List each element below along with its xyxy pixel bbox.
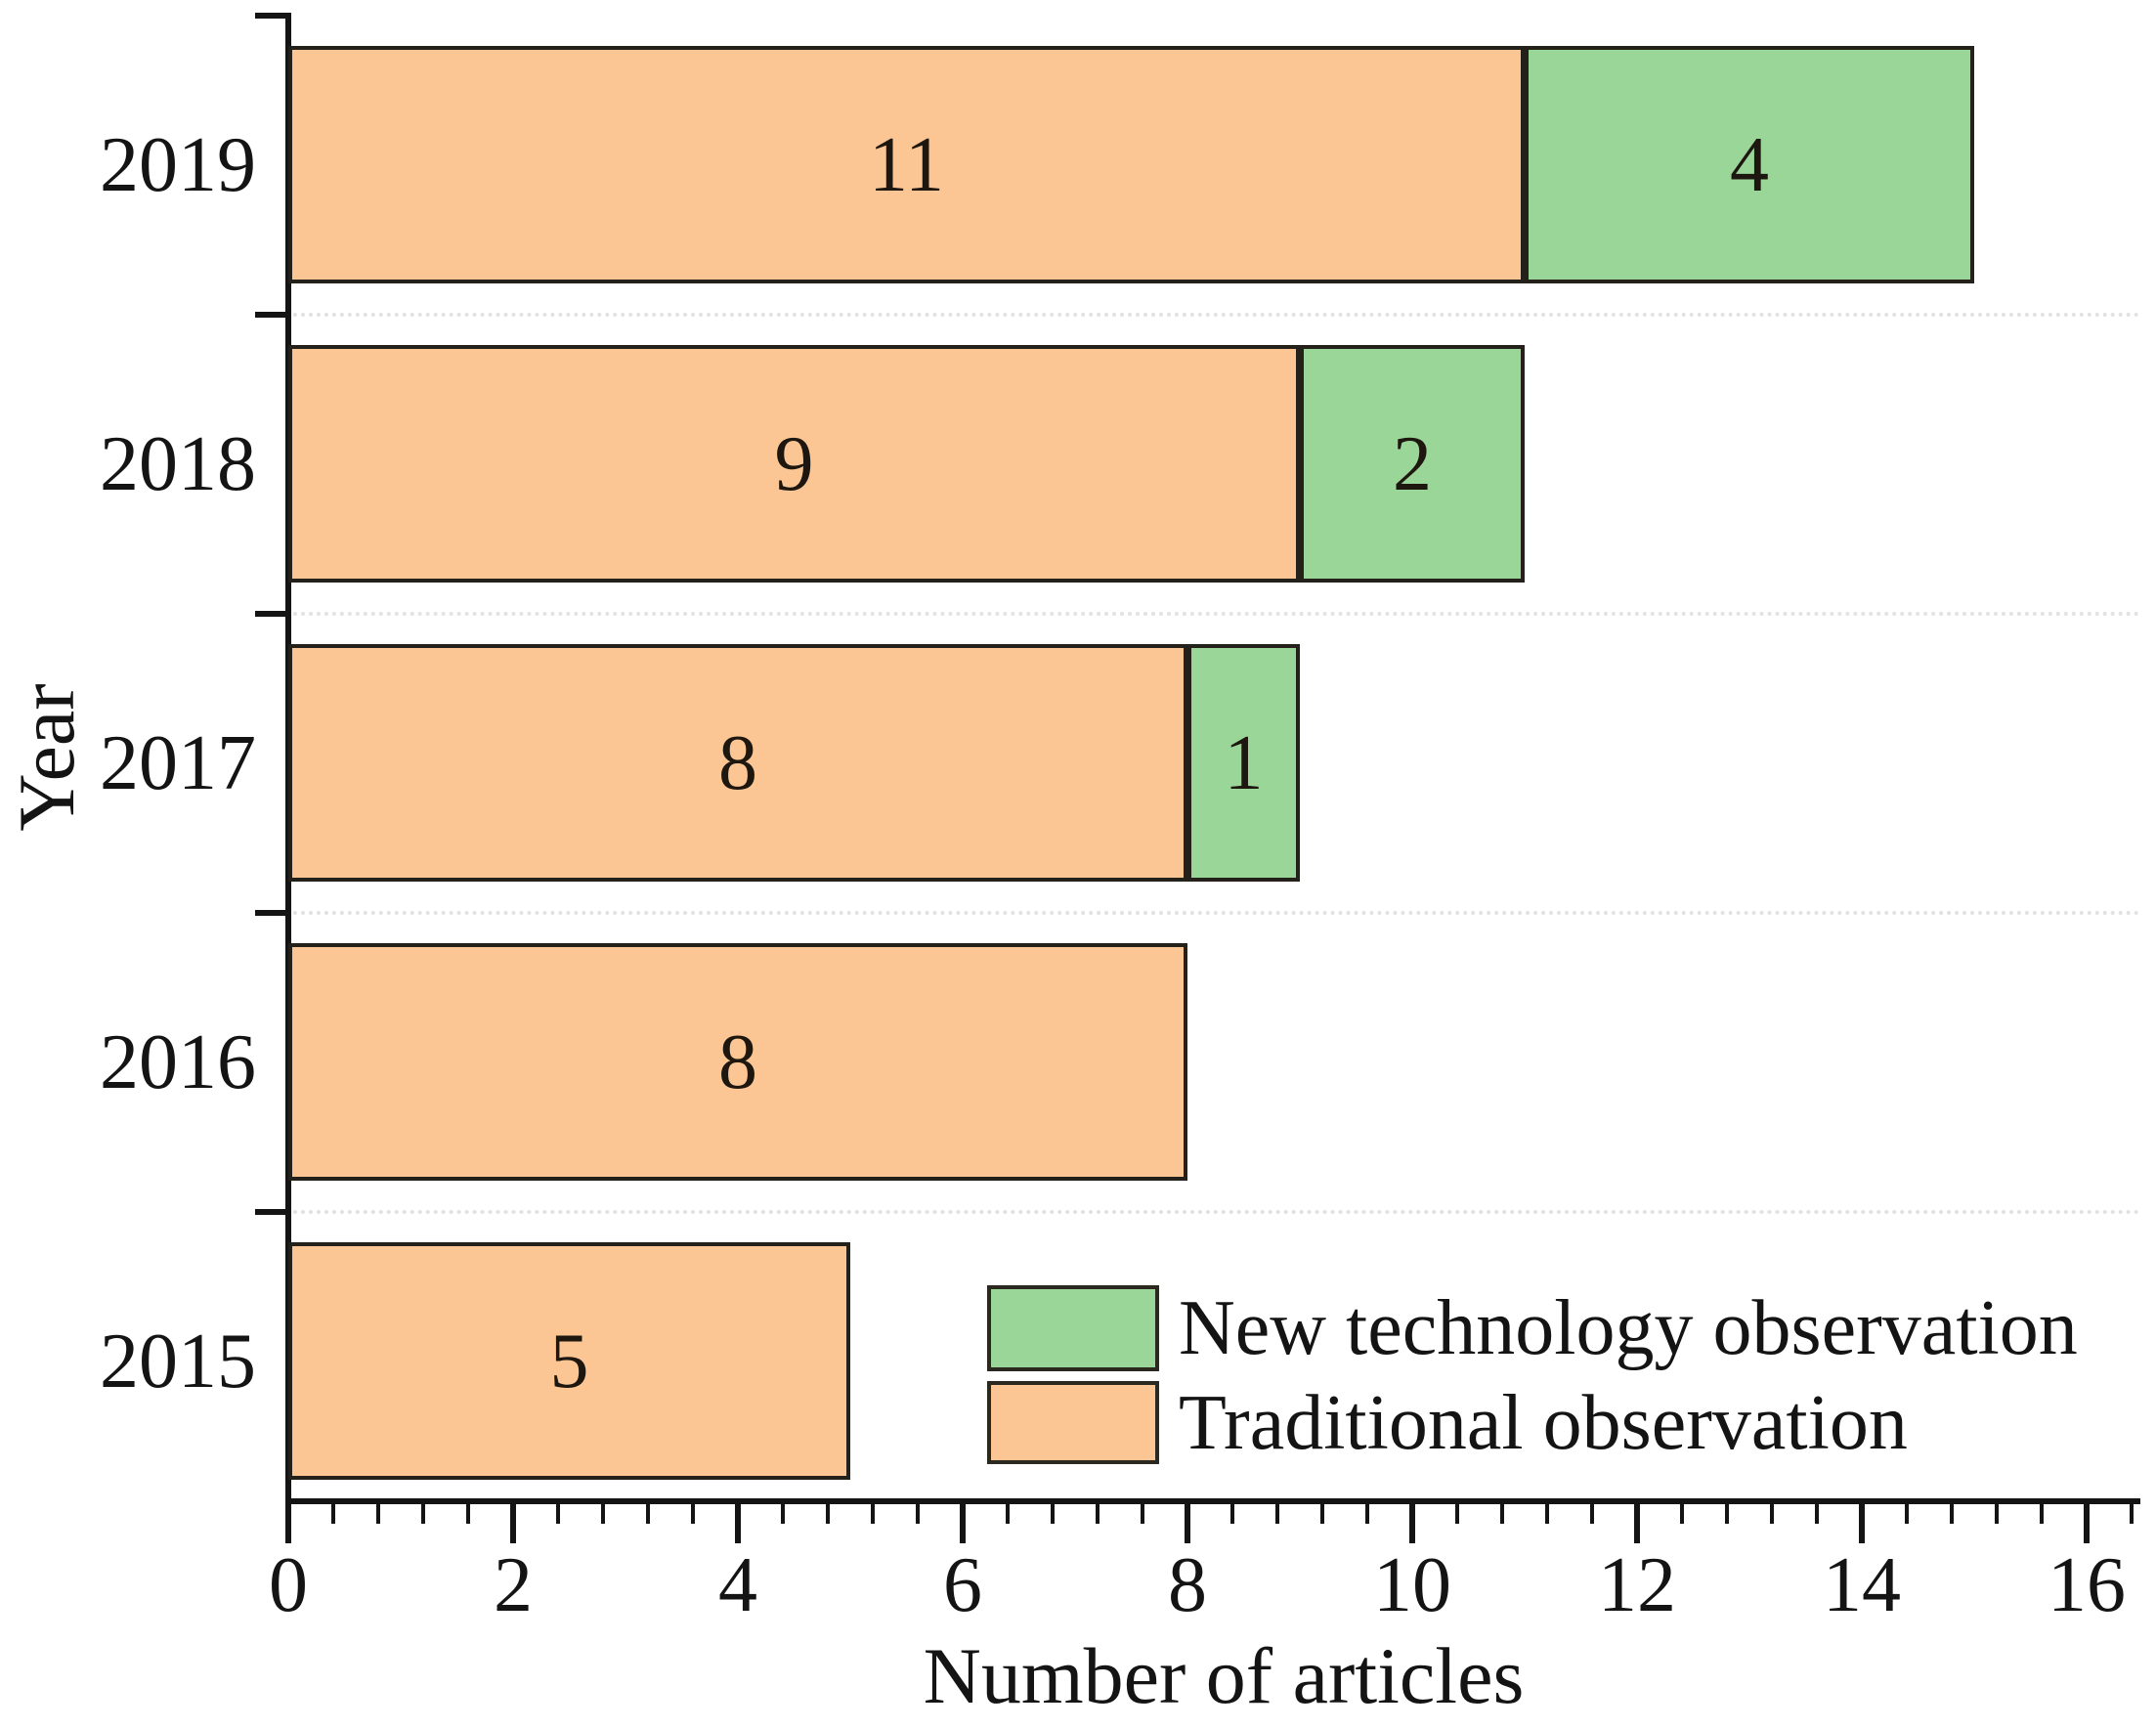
legend-label-new-technology: New technology observation bbox=[1179, 1285, 2078, 1371]
category-separator-gridline bbox=[293, 612, 2140, 616]
x-axis-minor-tick bbox=[781, 1504, 785, 1524]
bar-value-label: 8 bbox=[718, 1018, 757, 1105]
x-axis-major-tick bbox=[735, 1504, 741, 1543]
bar-segment-traditional: 11 bbox=[288, 46, 1525, 283]
x-axis-minor-tick bbox=[421, 1504, 425, 1524]
bar-value-label: 4 bbox=[1730, 121, 1769, 208]
x-axis-minor-tick bbox=[646, 1504, 650, 1524]
legend-label-traditional: Traditional observation bbox=[1179, 1379, 1908, 1466]
x-tick-label-14: 14 bbox=[1823, 1542, 1901, 1628]
y-tick-label-2018: 2018 bbox=[100, 421, 256, 507]
bar-value-label: 9 bbox=[774, 420, 814, 507]
y-tick-label-2019: 2019 bbox=[100, 122, 256, 208]
x-axis-major-tick bbox=[1634, 1504, 1640, 1543]
x-axis-major-tick bbox=[960, 1504, 966, 1543]
y-axis-major-tick bbox=[255, 312, 288, 318]
bar-segment-traditional: 8 bbox=[288, 943, 1187, 1181]
x-axis-minor-tick bbox=[691, 1504, 695, 1524]
x-axis-minor-tick bbox=[1006, 1504, 1010, 1524]
x-tick-label-4: 4 bbox=[718, 1542, 757, 1628]
x-tick-label-10: 10 bbox=[1373, 1542, 1451, 1628]
bar-segment-new-technology: 4 bbox=[1525, 46, 1974, 283]
bar-segment-new-technology: 2 bbox=[1300, 345, 1525, 583]
x-axis-minor-tick bbox=[1141, 1504, 1144, 1524]
y-tick-label-2016: 2016 bbox=[100, 1019, 256, 1105]
y-tick-label-2017: 2017 bbox=[100, 720, 256, 806]
x-axis-minor-tick bbox=[1455, 1504, 1459, 1524]
y-tick-label-2015: 2015 bbox=[100, 1318, 256, 1405]
x-axis-minor-tick bbox=[1320, 1504, 1324, 1524]
x-axis-minor-tick bbox=[1275, 1504, 1279, 1524]
x-axis-minor-tick bbox=[1815, 1504, 1819, 1524]
bar-value-label: 8 bbox=[718, 719, 757, 806]
x-axis-minor-tick bbox=[1995, 1504, 1999, 1524]
x-axis-minor-tick bbox=[2040, 1504, 2044, 1524]
bar-segment-traditional: 8 bbox=[288, 644, 1187, 882]
x-tick-label-12: 12 bbox=[1598, 1542, 1676, 1628]
x-tick-label-16: 16 bbox=[2048, 1542, 2126, 1628]
x-axis-line bbox=[285, 1498, 2140, 1504]
x-axis-minor-tick bbox=[601, 1504, 605, 1524]
y-axis-major-tick bbox=[255, 910, 288, 916]
x-axis-minor-tick bbox=[556, 1504, 560, 1524]
x-tick-label-6: 6 bbox=[943, 1542, 982, 1628]
x-axis-minor-tick bbox=[1500, 1504, 1504, 1524]
legend-swatch-new-technology bbox=[987, 1285, 1159, 1371]
category-separator-gridline bbox=[293, 911, 2140, 915]
y-axis-major-tick bbox=[255, 611, 288, 617]
x-tick-label-2: 2 bbox=[494, 1542, 533, 1628]
x-axis-minor-tick bbox=[1905, 1504, 1909, 1524]
x-tick-label-0: 0 bbox=[269, 1542, 308, 1628]
x-axis-minor-tick bbox=[1230, 1504, 1234, 1524]
x-axis-minor-tick bbox=[1590, 1504, 1594, 1524]
bar-segment-new-technology: 1 bbox=[1187, 644, 1300, 882]
x-axis-minor-tick bbox=[2130, 1504, 2134, 1524]
x-axis-minor-tick bbox=[1725, 1504, 1729, 1524]
x-axis-title: Number of articles bbox=[923, 1631, 1525, 1720]
category-separator-gridline bbox=[293, 313, 2140, 317]
bar-segment-traditional: 9 bbox=[288, 345, 1300, 583]
x-axis-minor-tick bbox=[466, 1504, 470, 1524]
x-axis-minor-tick bbox=[331, 1504, 335, 1524]
x-axis-minor-tick bbox=[1770, 1504, 1774, 1524]
x-axis-major-tick bbox=[1409, 1504, 1415, 1543]
bar-value-label: 1 bbox=[1224, 719, 1264, 806]
x-axis-major-tick bbox=[510, 1504, 516, 1543]
y-axis-title: Year bbox=[2, 683, 91, 832]
category-separator-gridline bbox=[293, 1210, 2140, 1214]
x-axis-minor-tick bbox=[1051, 1504, 1055, 1524]
x-axis-minor-tick bbox=[1950, 1504, 1954, 1524]
x-tick-label-8: 8 bbox=[1168, 1542, 1207, 1628]
x-axis-major-tick bbox=[1185, 1504, 1190, 1543]
bar-value-label: 2 bbox=[1393, 420, 1432, 507]
x-axis-minor-tick bbox=[916, 1504, 920, 1524]
bar-value-label: 5 bbox=[549, 1318, 589, 1405]
x-axis-minor-tick bbox=[1365, 1504, 1369, 1524]
bar-value-label: 11 bbox=[868, 121, 945, 208]
x-axis-minor-tick bbox=[1545, 1504, 1549, 1524]
x-axis-major-tick bbox=[2084, 1504, 2090, 1543]
x-axis-major-tick bbox=[1859, 1504, 1865, 1543]
bar-segment-traditional: 5 bbox=[288, 1242, 850, 1480]
y-axis-major-tick bbox=[255, 13, 288, 19]
x-axis-minor-tick bbox=[376, 1504, 380, 1524]
x-axis-minor-tick bbox=[1096, 1504, 1100, 1524]
x-axis-minor-tick bbox=[1680, 1504, 1684, 1524]
y-axis-major-tick bbox=[255, 1209, 288, 1215]
x-axis-minor-tick bbox=[826, 1504, 830, 1524]
x-axis-minor-tick bbox=[871, 1504, 875, 1524]
x-axis-major-tick bbox=[285, 1504, 291, 1543]
legend-swatch-traditional bbox=[987, 1381, 1159, 1464]
